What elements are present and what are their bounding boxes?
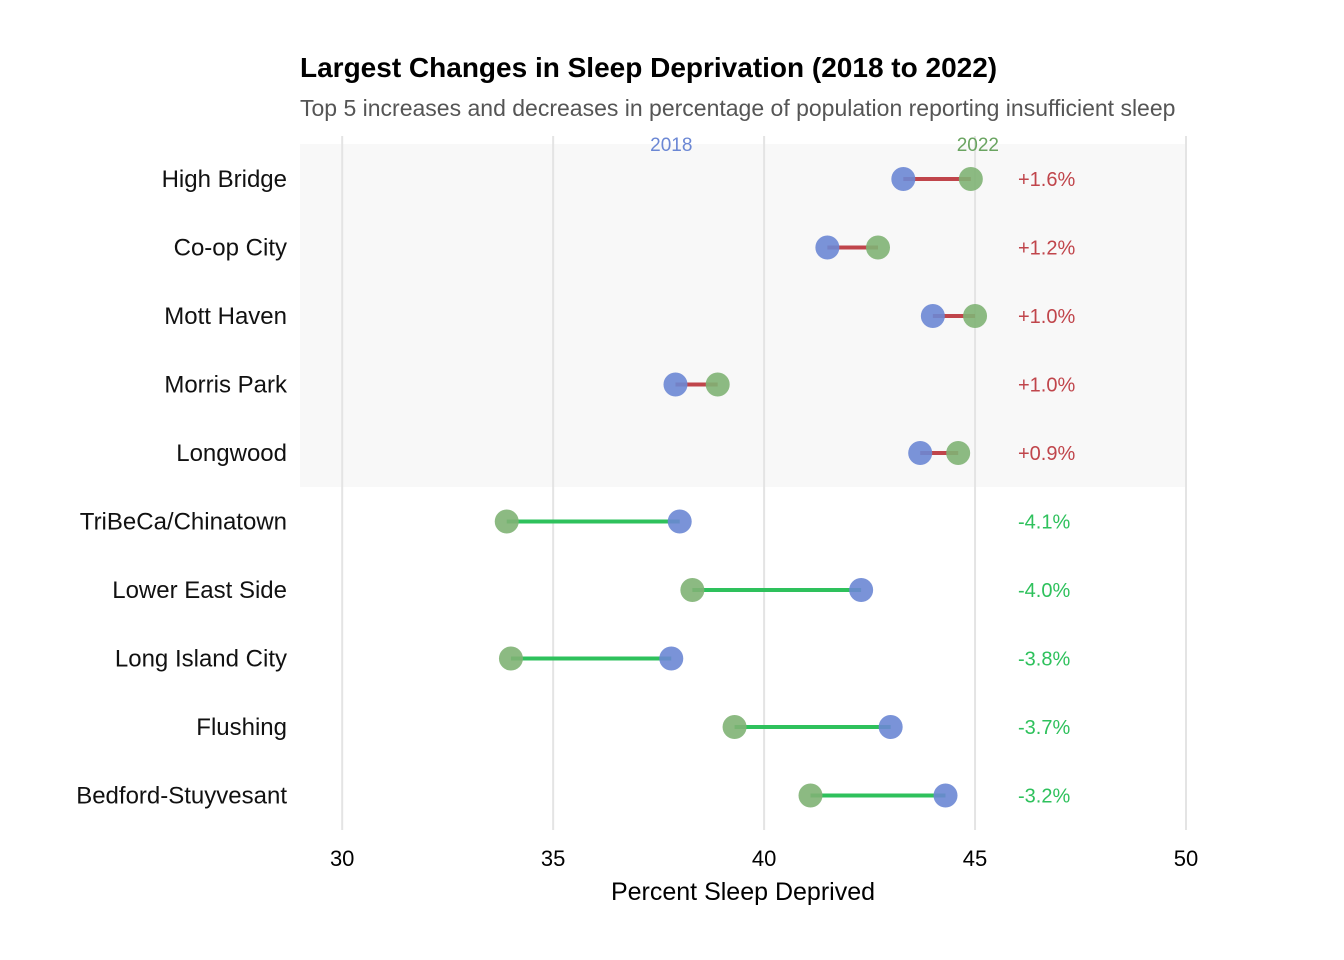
row-lower-east-side: Lower East Side -4.0% — [112, 577, 1070, 604]
row-label: Co-op City — [174, 235, 287, 262]
legend-label-2022: 2022 — [957, 135, 999, 156]
x-tick-label-35: 35 — [541, 846, 565, 871]
point-2022 — [498, 646, 523, 671]
row-tribeca-chinatown: TriBeCa/Chinatown -4.1% — [80, 509, 1071, 536]
x-tick-label-45: 45 — [963, 846, 987, 871]
row-label: Long Island City — [115, 646, 287, 673]
row-label: Longwood — [176, 440, 287, 467]
change-label: +0.9% — [1018, 443, 1075, 465]
row-bedford-stuyvesant: Bedford-Stuyvesant -3.2% — [76, 783, 1070, 810]
change-label: +1.6% — [1018, 169, 1075, 191]
change-label: +1.0% — [1018, 306, 1075, 328]
point-2018 — [920, 304, 945, 328]
point-2018 — [659, 646, 684, 671]
change-label: -4.0% — [1018, 580, 1070, 602]
point-2018 — [933, 783, 958, 808]
chart-subtitle: Top 5 increases and decreases in percent… — [300, 95, 1175, 121]
change-label: -3.8% — [1018, 649, 1070, 671]
point-2022 — [705, 372, 730, 397]
legend-label-2018: 2018 — [650, 135, 692, 156]
change-label: -3.7% — [1018, 717, 1070, 739]
point-2022 — [963, 304, 988, 328]
row-label: Mott Haven — [164, 303, 287, 330]
point-2018 — [815, 235, 840, 260]
point-2022 — [680, 578, 705, 602]
row-label: TriBeCa/Chinatown — [80, 509, 287, 536]
point-2022 — [494, 509, 519, 534]
row-longwood: Longwood +0.9% — [176, 440, 1075, 467]
row-flushing: Flushing -3.7% — [196, 714, 1070, 741]
x-tick-label-40: 40 — [752, 846, 776, 871]
x-tick-label-50: 50 — [1174, 846, 1198, 871]
highlight-band — [300, 144, 1186, 487]
grid-lines — [341, 136, 1187, 830]
point-2018 — [667, 509, 692, 534]
row-mott-haven: Mott Haven +1.0% — [164, 303, 1075, 330]
x-tick-label-30: 30 — [330, 846, 354, 871]
point-2022 — [866, 235, 891, 260]
point-2018 — [878, 715, 903, 739]
x-axis-ticks: 30 35 40 45 50 — [330, 846, 1198, 871]
change-label: +1.2% — [1018, 238, 1075, 260]
row-label: High Bridge — [162, 166, 287, 193]
point-2018 — [891, 167, 916, 191]
point-2022 — [798, 783, 823, 808]
row-high-bridge: High Bridge +1.6% — [162, 166, 1076, 193]
change-label: -3.2% — [1018, 786, 1070, 808]
row-long-island-city: Long Island City -3.8% — [115, 646, 1071, 673]
point-2022 — [722, 715, 747, 739]
change-label: -4.1% — [1018, 512, 1070, 534]
row-label: Morris Park — [164, 372, 288, 399]
row-morris-park: Morris Park +1.0% — [164, 372, 1075, 399]
change-label: +1.0% — [1018, 375, 1075, 397]
row-label: Bedford-Stuyvesant — [76, 783, 287, 810]
row-label: Flushing — [196, 714, 287, 741]
point-2018 — [908, 441, 933, 465]
point-2022 — [958, 167, 983, 191]
x-axis-label: Percent Sleep Deprived — [611, 878, 875, 906]
row-co-op-city: Co-op City +1.2% — [174, 235, 1076, 262]
row-label: Lower East Side — [112, 577, 287, 604]
point-2018 — [849, 578, 874, 602]
point-2022 — [946, 441, 971, 465]
chart-title: Largest Changes in Sleep Deprivation (20… — [300, 52, 997, 83]
row-layer: High Bridge +1.6% Co-op City +1.2% Mott Have… — [76, 166, 1075, 810]
point-2018 — [663, 372, 688, 397]
